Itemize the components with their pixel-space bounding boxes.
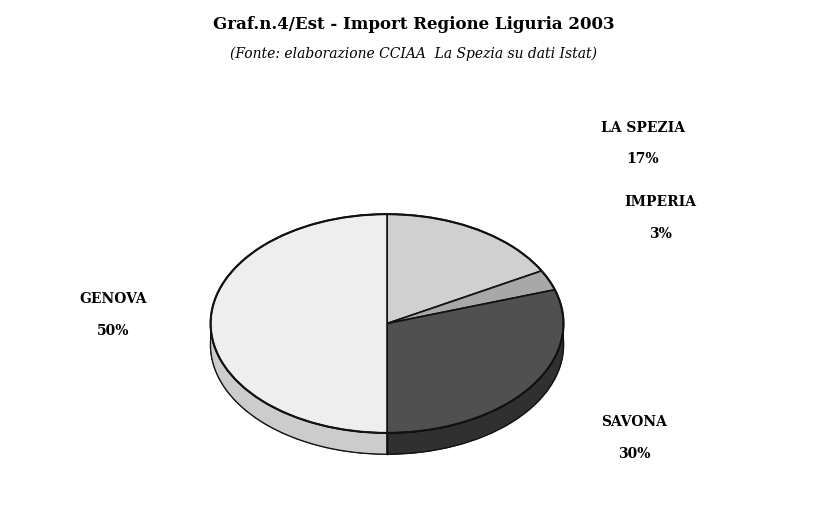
Text: 3%: 3% [649,226,672,240]
Polygon shape [211,214,387,433]
Text: SAVONA: SAVONA [601,415,667,429]
Polygon shape [387,290,563,433]
Text: IMPERIA: IMPERIA [624,195,696,209]
Text: 30%: 30% [618,447,650,461]
Polygon shape [387,214,542,324]
Polygon shape [387,324,563,454]
Text: GENOVA: GENOVA [80,292,147,306]
Polygon shape [211,323,387,454]
Text: LA SPEZIA: LA SPEZIA [601,121,685,135]
Text: (Fonte: elaborazione CCIAA  La Spezia su dati Istat): (Fonte: elaborazione CCIAA La Spezia su … [230,47,597,61]
Text: 50%: 50% [98,324,130,338]
Polygon shape [387,271,555,324]
Ellipse shape [211,235,563,454]
Text: Graf.n.4/Est - Import Regione Liguria 2003: Graf.n.4/Est - Import Regione Liguria 20… [213,16,614,33]
Text: 17%: 17% [627,152,659,166]
